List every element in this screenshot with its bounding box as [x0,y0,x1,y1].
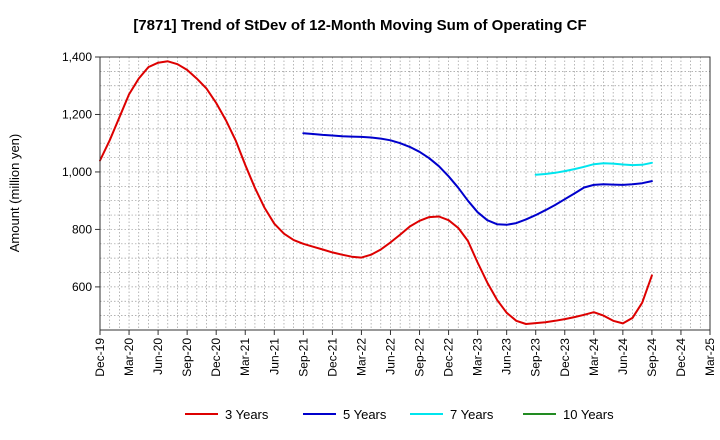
x-tick-label: Mar-23 [471,338,485,376]
legend-label-1: 5 Years [343,407,387,422]
x-tick-label: Mar-25 [703,338,717,376]
y-tick-label: 1,000 [62,165,92,179]
series-lines [99,60,653,325]
x-tick-label: Dec-24 [674,338,688,377]
x-tick-label: Jun-21 [267,338,281,375]
x-tick-label: Sep-24 [645,338,659,377]
x-tick-label: Dec-23 [558,338,572,377]
x-tick-label: Sep-21 [296,338,310,377]
y-tick-label: 1,200 [62,107,92,121]
x-tick-label: Jun-20 [151,338,165,375]
x-tick-label: Jun-23 [500,338,514,375]
legend-label-2: 7 Years [450,407,494,422]
y-tick-label: 800 [72,222,92,236]
y-tick-label: 600 [72,280,92,294]
x-tick-label: Dec-22 [442,338,456,377]
x-tick-label: Mar-22 [354,338,368,376]
x-tick-label: Jun-24 [616,338,630,375]
legend-label-3: 10 Years [563,407,614,422]
y-axis-ticks: 600 800 1,000 1,200 1,400 [62,50,100,294]
series-line-1 [302,132,653,226]
chart-title: [7871] Trend of StDev of 12-Month Moving… [133,17,586,34]
series-line-0 [99,60,653,325]
x-tick-label: Dec-20 [209,338,223,377]
x-tick-label: Sep-22 [413,338,427,377]
x-tick-label: Sep-23 [529,338,543,377]
x-tick-label: Jun-22 [383,338,397,375]
plot-area [100,57,710,330]
series-line-2 [534,161,653,176]
legend-label-0: 3 Years [225,407,269,422]
x-axis-ticks: Dec-19 Mar-20 Jun-20 Sep-20 Dec-20 Mar-21 Jun-… [93,330,717,377]
x-tick-label: Dec-21 [325,338,339,377]
x-tick-label: Mar-21 [238,338,252,376]
x-tick-label: Mar-24 [587,338,601,376]
plot-border [99,56,711,331]
legend: 3 Years 5 Years 7 Years 10 Years [185,407,614,422]
x-tick-label: Dec-19 [93,338,107,377]
y-tick-label: 1,400 [62,50,92,64]
y-axis-label: Amount (million yen) [7,134,22,253]
x-tick-label: Sep-20 [180,338,194,377]
x-tick-label: Mar-20 [122,338,136,376]
